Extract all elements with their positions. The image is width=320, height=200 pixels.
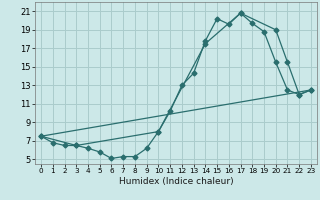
X-axis label: Humidex (Indice chaleur): Humidex (Indice chaleur) <box>119 177 233 186</box>
